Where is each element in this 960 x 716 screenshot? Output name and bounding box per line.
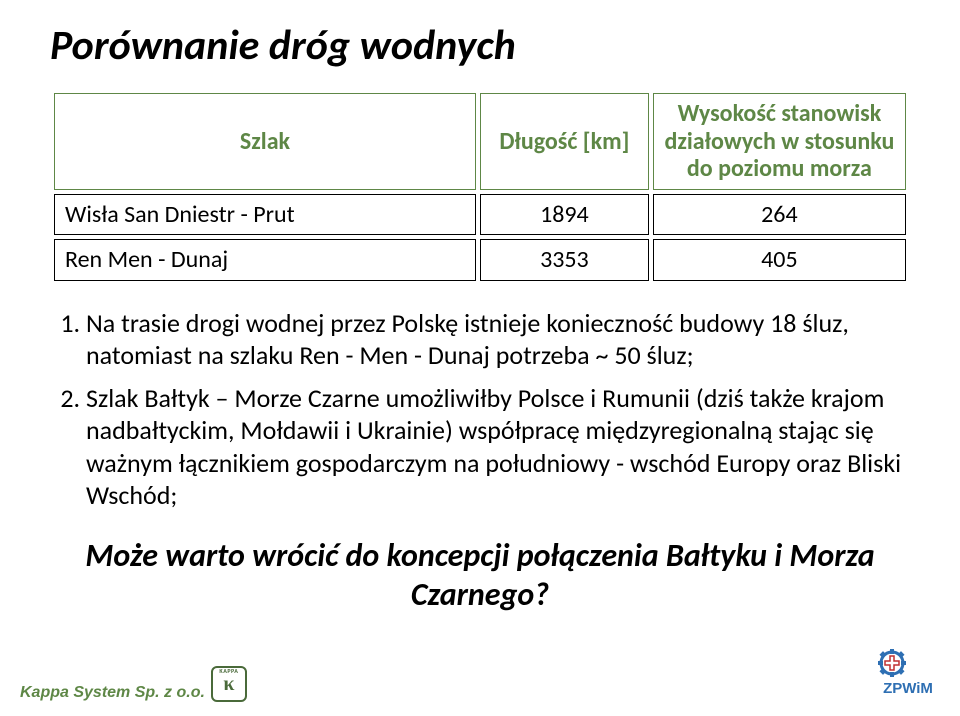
cell-elev: 405 bbox=[653, 239, 906, 281]
col-header-elevation: Wysokość stanowisk działowych w stosunku… bbox=[653, 93, 906, 190]
table-header-row: Szlak Długość [km] Wysokość stanowisk dz… bbox=[54, 93, 906, 190]
comparison-table: Szlak Długość [km] Wysokość stanowisk dz… bbox=[50, 89, 910, 285]
kappa-logo-icon: KAPPA κ bbox=[211, 666, 247, 702]
footer-right: ZPWiM bbox=[876, 649, 940, 702]
closing-question: Może warto wrócić do koncepcji połączeni… bbox=[50, 536, 910, 614]
table-row: Ren Men - Dunaj 3353 405 bbox=[54, 239, 906, 281]
cell-route: Ren Men - Dunaj bbox=[54, 239, 476, 281]
footer: Kappa System Sp. z o.o. KAPPA κ bbox=[20, 654, 940, 702]
company-name: Kappa System Sp. z o.o. bbox=[20, 684, 205, 702]
cell-length: 1894 bbox=[480, 194, 649, 236]
list-item: Na trasie drogi wodnej przez Polskę istn… bbox=[86, 307, 910, 372]
cell-length: 3353 bbox=[480, 239, 649, 281]
list-item: Szlak Bałtyk – Morze Czarne umożliwiłby … bbox=[86, 382, 910, 512]
footer-left: Kappa System Sp. z o.o. KAPPA κ bbox=[20, 666, 247, 702]
svg-text:ZPWiM: ZPWiM bbox=[883, 680, 933, 697]
zpwim-logo-icon: ZPWiM bbox=[876, 649, 940, 697]
bullet-list: Na trasie drogi wodnej przez Polskę istn… bbox=[50, 307, 910, 512]
slide: Porównanie dróg wodnych Szlak Długość [k… bbox=[0, 0, 960, 716]
table-row: Wisła San Dniestr - Prut 1894 264 bbox=[54, 194, 906, 236]
cell-route: Wisła San Dniestr - Prut bbox=[54, 194, 476, 236]
page-title: Porównanie dróg wodnych bbox=[50, 20, 910, 71]
col-header-length: Długość [km] bbox=[480, 93, 649, 190]
cell-elev: 264 bbox=[653, 194, 906, 236]
col-header-route: Szlak bbox=[54, 93, 476, 190]
